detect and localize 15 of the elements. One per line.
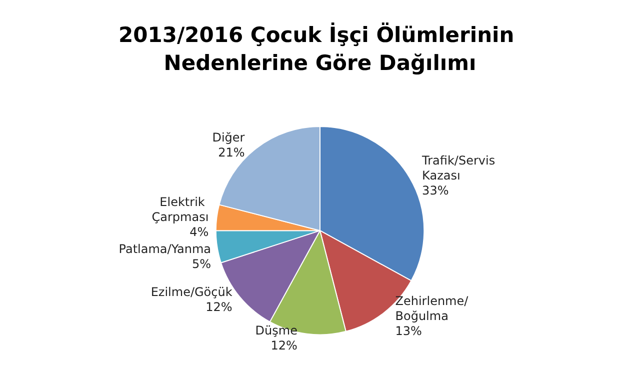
slice-label: Elektrik Çarpması — [152, 195, 209, 224]
slice-label: Diğer — [212, 130, 245, 145]
data-label: 33% — [422, 184, 449, 198]
data-label: 13% — [395, 324, 422, 338]
slice-label: Zehirlenme/Boğulma — [395, 294, 470, 324]
data-label: 5% — [192, 257, 212, 272]
data-label: 12% — [206, 300, 232, 314]
slice-label: Düşme — [255, 323, 298, 338]
data-label: 21% — [218, 146, 245, 160]
chart-title: 2013/2016 Çocuk İşçi Ölümlerinin Nedenlerine Göre Dağılımı — [118, 22, 522, 75]
data-label: 12% — [270, 338, 298, 352]
slice-label: Patlama/Yanma — [118, 242, 212, 256]
slice-label: Ezilme/Göçük — [150, 284, 232, 299]
slice-label: Trafik/Servis Kazası — [421, 154, 499, 183]
data-label: 4% — [190, 225, 209, 240]
